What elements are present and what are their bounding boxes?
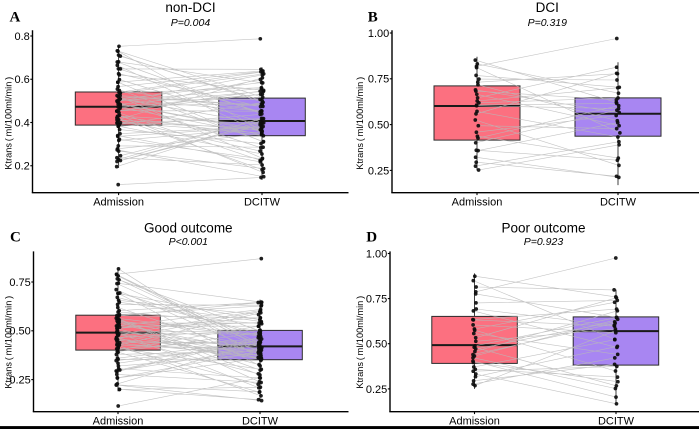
svg-text:0.25: 0.25	[9, 375, 30, 387]
svg-text:DCITW: DCITW	[242, 415, 279, 427]
svg-text:0.50: 0.50	[366, 339, 387, 351]
svg-text:DCI: DCI	[536, 0, 559, 15]
svg-text:B: B	[368, 10, 378, 26]
svg-text:P=0.319: P=0.319	[528, 17, 568, 29]
svg-text:A: A	[10, 10, 21, 26]
svg-text:0.25: 0.25	[368, 165, 389, 177]
svg-text:D: D	[366, 230, 377, 246]
svg-text:Ktrans ( ml/100ml/min ): Ktrans ( ml/100ml/min )	[355, 296, 365, 389]
svg-text:Ktrans ( ml/100ml/min ): Ktrans ( ml/100ml/min )	[3, 296, 13, 389]
svg-text:Poor outcome: Poor outcome	[501, 220, 585, 235]
svg-text:DCITW: DCITW	[244, 196, 281, 208]
svg-text:0.75: 0.75	[368, 74, 389, 86]
svg-text:0.50: 0.50	[9, 326, 30, 338]
svg-text:0.25: 0.25	[366, 384, 387, 396]
svg-text:P=0.923: P=0.923	[524, 236, 564, 248]
svg-text:Ktrans ( ml/100ml/min ): Ktrans ( ml/100ml/min )	[355, 77, 365, 170]
svg-text:Admission: Admission	[93, 196, 144, 208]
svg-text:DCITW: DCITW	[600, 196, 637, 208]
svg-text:0.6: 0.6	[15, 74, 30, 86]
svg-text:Admission: Admission	[452, 196, 503, 208]
svg-text:P=0.004: P=0.004	[171, 17, 211, 29]
svg-text:1.00: 1.00	[366, 248, 387, 260]
svg-text:Ktrans ( ml/100ml/min ): Ktrans ( ml/100ml/min )	[3, 77, 13, 170]
svg-text:0.2: 0.2	[15, 161, 30, 173]
svg-text:0.50: 0.50	[368, 120, 389, 132]
svg-text:P<0.001: P<0.001	[169, 236, 208, 248]
svg-text:DCITW: DCITW	[598, 415, 635, 427]
svg-text:Admission: Admission	[93, 415, 144, 427]
svg-text:0.75: 0.75	[9, 277, 30, 289]
svg-text:non-DCI: non-DCI	[165, 0, 215, 15]
svg-text:0.8: 0.8	[15, 31, 30, 43]
svg-text:1.00: 1.00	[368, 28, 389, 40]
svg-text:0.75: 0.75	[366, 294, 387, 306]
svg-text:0.4: 0.4	[15, 117, 30, 129]
svg-text:C: C	[10, 230, 21, 246]
svg-text:Good outcome: Good outcome	[144, 220, 233, 235]
svg-text:Admission: Admission	[449, 415, 500, 427]
